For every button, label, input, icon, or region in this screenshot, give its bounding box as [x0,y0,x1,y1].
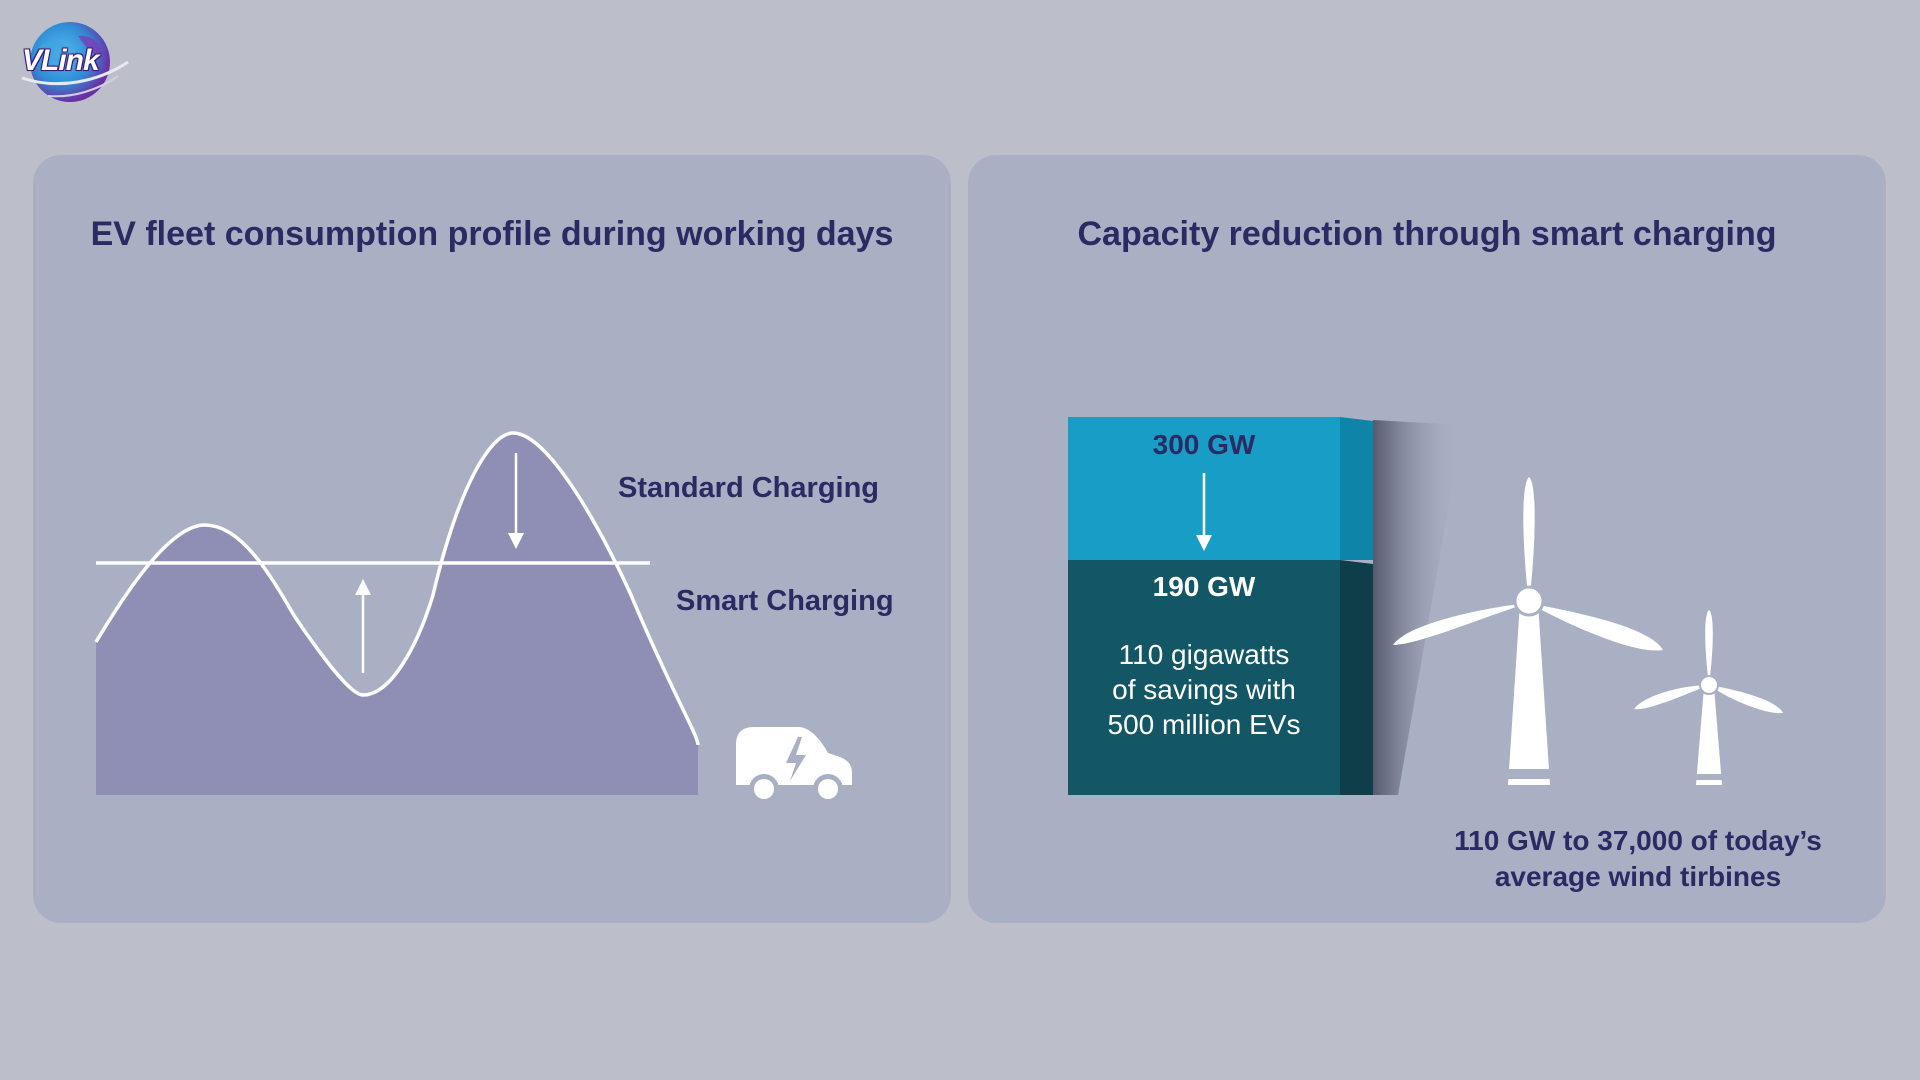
turbine-caption-line: 110 GW to 37,000 of today’s [1454,825,1822,856]
wind-turbine-icon [1393,477,1663,785]
small-wind-turbine-icon [1634,610,1783,785]
vlink-logo[interactable]: VLink [18,18,136,108]
smart-charging-label: Smart Charging [676,585,894,617]
standard-charging-label: Standard Charging [618,472,880,504]
savings-line: of savings with [1112,674,1296,705]
up-arrow-icon [355,579,371,673]
consumption-curve [94,431,700,746]
savings-line: 110 gigawatts [1118,639,1290,670]
electric-van-icon [736,727,852,804]
savings-line: 500 million EVs [1107,709,1301,740]
capacity-190-block [1068,560,1340,795]
turbine-caption-line: average wind tirbines [1494,861,1782,892]
down-arrow-icon [508,453,524,549]
capacity-300-value: 300 GW [1152,429,1256,460]
consumption-profile-title: EV fleet consumption profile during work… [90,215,894,253]
capacity-reduction-diagram [1068,417,1783,795]
logo-text: VLink [22,44,100,77]
reduction-arrow-icon [1196,473,1212,551]
capacity-reduction-card: Capacity reduction through smart chargin… [968,155,1886,923]
savings-text: 110 gigawatts of savings with 500 millio… [1068,637,1340,742]
capacity-300-side [1340,417,1373,560]
standard-charging-area [96,433,698,795]
capacity-190-side [1340,560,1373,795]
capacity-reduction-title: Capacity reduction through smart chargin… [1077,215,1777,253]
globe-icon [21,22,129,102]
capacity-190-value: 190 GW [1152,571,1256,602]
consumption-profile-diagram [94,431,852,804]
block-shadow [1373,420,1463,795]
consumption-profile-card: EV fleet consumption profile during work… [33,155,951,923]
turbine-caption: 110 GW to 37,000 of today’s average wind… [1408,823,1868,895]
